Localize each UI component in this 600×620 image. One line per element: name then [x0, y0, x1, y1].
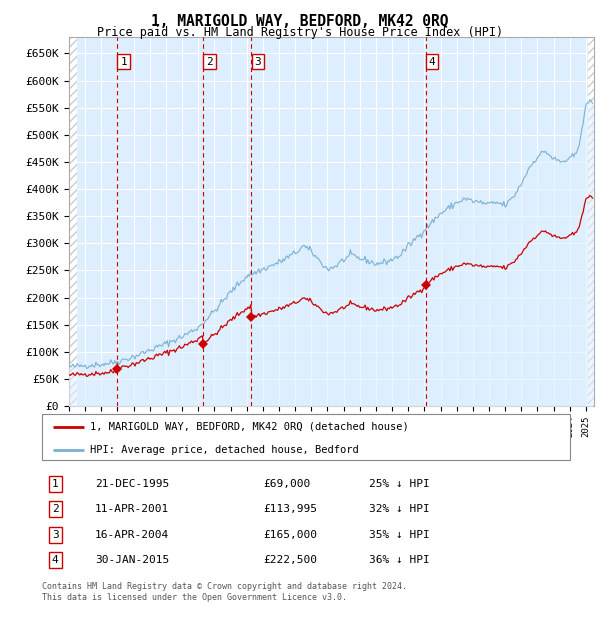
- Text: 1: 1: [120, 56, 127, 66]
- Text: 36% ↓ HPI: 36% ↓ HPI: [370, 556, 430, 565]
- Text: 1, MARIGOLD WAY, BEDFORD, MK42 0RQ: 1, MARIGOLD WAY, BEDFORD, MK42 0RQ: [151, 14, 449, 29]
- Text: 1, MARIGOLD WAY, BEDFORD, MK42 0RQ (detached house): 1, MARIGOLD WAY, BEDFORD, MK42 0RQ (deta…: [89, 422, 408, 432]
- Text: 16-APR-2004: 16-APR-2004: [95, 530, 169, 541]
- Text: 2: 2: [52, 504, 59, 515]
- Text: 32% ↓ HPI: 32% ↓ HPI: [370, 504, 430, 515]
- Text: 2: 2: [206, 56, 213, 66]
- Bar: [69, 37, 77, 406]
- Text: 25% ↓ HPI: 25% ↓ HPI: [370, 479, 430, 489]
- Text: 11-APR-2001: 11-APR-2001: [95, 504, 169, 515]
- Text: 1: 1: [52, 479, 59, 489]
- Text: This data is licensed under the Open Government Licence v3.0.: This data is licensed under the Open Gov…: [42, 593, 347, 602]
- Text: Price paid vs. HM Land Registry's House Price Index (HPI): Price paid vs. HM Land Registry's House …: [97, 26, 503, 39]
- Text: £69,000: £69,000: [264, 479, 311, 489]
- Text: 4: 4: [52, 556, 59, 565]
- Text: 3: 3: [254, 56, 262, 66]
- Text: £165,000: £165,000: [264, 530, 318, 541]
- Text: 30-JAN-2015: 30-JAN-2015: [95, 556, 169, 565]
- Text: 35% ↓ HPI: 35% ↓ HPI: [370, 530, 430, 541]
- Bar: [587, 37, 596, 406]
- Text: Contains HM Land Registry data © Crown copyright and database right 2024.: Contains HM Land Registry data © Crown c…: [42, 582, 407, 591]
- Text: £113,995: £113,995: [264, 504, 318, 515]
- Text: HPI: Average price, detached house, Bedford: HPI: Average price, detached house, Bedf…: [89, 445, 358, 455]
- Text: 4: 4: [429, 56, 436, 66]
- Text: 3: 3: [52, 530, 59, 541]
- Text: £222,500: £222,500: [264, 556, 318, 565]
- Text: 21-DEC-1995: 21-DEC-1995: [95, 479, 169, 489]
- FancyBboxPatch shape: [42, 414, 570, 460]
